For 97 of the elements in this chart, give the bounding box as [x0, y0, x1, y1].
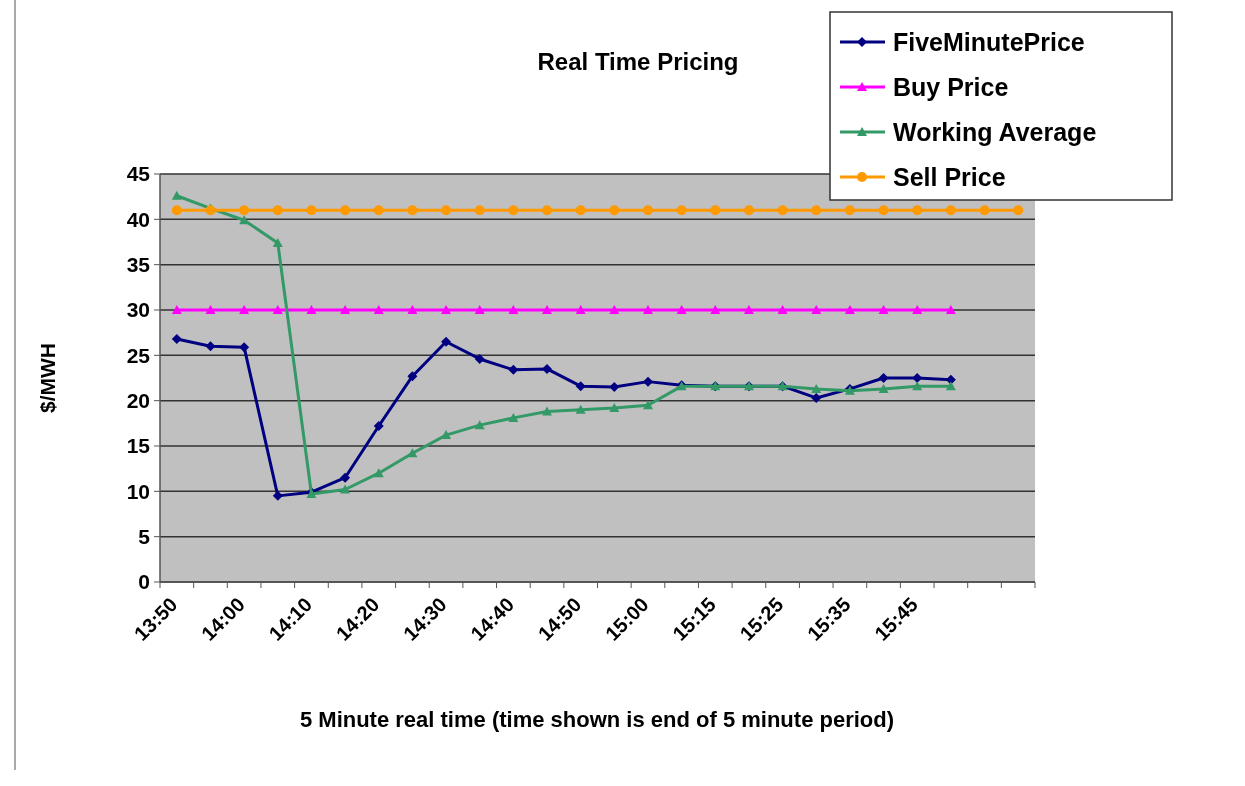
- legend-label: Sell Price: [893, 162, 1006, 191]
- point: [878, 305, 889, 314]
- y-tick-label: 40: [126, 207, 150, 231]
- point: [743, 305, 754, 314]
- point: [474, 353, 485, 364]
- y-tick-label: 35: [126, 253, 151, 277]
- point: [575, 404, 586, 414]
- point: [508, 364, 519, 375]
- point: [710, 205, 721, 216]
- point: [642, 400, 653, 410]
- point: [912, 305, 923, 314]
- point: [373, 205, 384, 216]
- point: [542, 205, 553, 216]
- point: [272, 490, 283, 501]
- point: [474, 205, 485, 216]
- point: [1013, 205, 1024, 216]
- y-tick-label: 30: [126, 298, 150, 322]
- point: [340, 205, 351, 216]
- point: [272, 205, 283, 216]
- point: [575, 305, 586, 314]
- point: [676, 205, 687, 216]
- point: [811, 392, 822, 403]
- legend-label: Buy Price: [893, 72, 1009, 101]
- point: [171, 334, 182, 345]
- point: [575, 381, 586, 392]
- point: [811, 383, 822, 393]
- x-axis-title: 5 Minute real time (time shown is end of 5 minute period): [299, 707, 895, 732]
- point: [844, 305, 855, 314]
- point: [171, 305, 182, 314]
- point: [474, 420, 485, 430]
- y-tick-label: 10: [126, 479, 150, 503]
- point: [171, 205, 182, 216]
- point: [878, 373, 889, 383]
- y-tick-label: 0: [138, 570, 150, 594]
- y-tick-label: 25: [126, 343, 151, 367]
- point: [407, 305, 418, 314]
- point: [205, 305, 216, 314]
- point: [306, 205, 317, 216]
- point: [441, 305, 452, 314]
- point: [878, 205, 889, 216]
- point: [508, 305, 519, 314]
- point: [609, 305, 620, 314]
- point: [575, 205, 586, 216]
- point: [710, 305, 721, 314]
- point: [239, 305, 250, 314]
- point: [743, 205, 754, 216]
- point: [777, 305, 788, 314]
- point: [642, 205, 653, 216]
- point: [642, 305, 653, 314]
- point: [272, 305, 283, 314]
- point: [239, 342, 250, 353]
- point: [912, 381, 923, 391]
- point: [777, 205, 788, 216]
- y-axis-title: $/MWH: [36, 343, 59, 413]
- point: [239, 205, 250, 216]
- point: [844, 205, 855, 216]
- point: [407, 205, 418, 216]
- y-tick-label: 15: [126, 434, 151, 458]
- point: [542, 305, 553, 314]
- y-tick-label: 45: [126, 162, 151, 186]
- point: [912, 205, 923, 216]
- point: [340, 305, 351, 314]
- legend-label: FiveMinutePrice: [893, 27, 1085, 56]
- point: [979, 205, 990, 216]
- point: [441, 430, 452, 440]
- point: [373, 421, 384, 432]
- point: [609, 402, 620, 412]
- point: [508, 205, 519, 216]
- point: [373, 305, 384, 314]
- point: [811, 305, 822, 314]
- point: [609, 382, 620, 393]
- point: [878, 383, 889, 393]
- point: [205, 341, 216, 352]
- point: [340, 484, 351, 494]
- point: [542, 406, 553, 416]
- point: [945, 305, 956, 314]
- y-tick-label: 20: [126, 389, 150, 413]
- legend-label: Working Average: [893, 117, 1097, 146]
- point: [407, 371, 418, 382]
- chart-title: Real Time Pricing: [537, 48, 739, 75]
- point: [609, 205, 620, 216]
- point: [373, 468, 384, 478]
- point: [171, 190, 182, 200]
- point: [306, 305, 317, 314]
- point: [441, 336, 452, 347]
- point: [508, 412, 519, 422]
- point: [272, 237, 283, 247]
- point: [945, 381, 956, 391]
- point: [811, 205, 822, 216]
- point: [407, 448, 418, 458]
- point: [542, 363, 553, 374]
- point: [945, 205, 956, 216]
- point: [676, 305, 687, 314]
- y-tick-label: 5: [138, 525, 151, 549]
- point: [340, 472, 351, 483]
- point: [474, 305, 485, 314]
- point: [441, 205, 452, 216]
